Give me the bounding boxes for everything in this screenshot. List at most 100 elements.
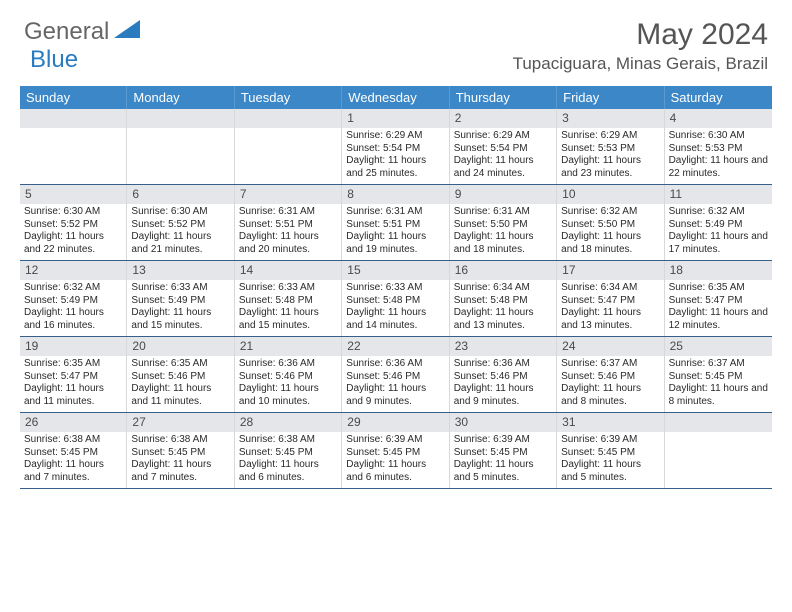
- daylight-line: Daylight: 11 hours and 9 minutes.: [454, 383, 552, 408]
- calendar-day-empty: [235, 109, 342, 184]
- day-body: Sunrise: 6:34 AMSunset: 5:48 PMDaylight:…: [450, 280, 556, 336]
- sunrise-line: Sunrise: 6:33 AM: [346, 282, 444, 295]
- calendar-week: 5Sunrise: 6:30 AMSunset: 5:52 PMDaylight…: [20, 185, 772, 261]
- day-body: Sunrise: 6:37 AMSunset: 5:46 PMDaylight:…: [557, 356, 663, 412]
- sunrise-line: Sunrise: 6:31 AM: [454, 206, 552, 219]
- sunrise-line: Sunrise: 6:36 AM: [346, 358, 444, 371]
- day-body: Sunrise: 6:29 AMSunset: 5:54 PMDaylight:…: [450, 128, 556, 184]
- day-number: [127, 109, 233, 128]
- daylight-line: Daylight: 11 hours and 11 minutes.: [24, 383, 122, 408]
- day-number: 4: [665, 109, 772, 128]
- calendar-day: 20Sunrise: 6:35 AMSunset: 5:46 PMDayligh…: [127, 337, 234, 412]
- calendar-day: 13Sunrise: 6:33 AMSunset: 5:49 PMDayligh…: [127, 261, 234, 336]
- sunrise-line: Sunrise: 6:34 AM: [454, 282, 552, 295]
- day-header: Monday: [127, 86, 234, 109]
- daylight-line: Daylight: 11 hours and 21 minutes.: [131, 231, 229, 256]
- sunset-line: Sunset: 5:52 PM: [24, 219, 122, 232]
- sunrise-line: Sunrise: 6:37 AM: [561, 358, 659, 371]
- day-body: Sunrise: 6:30 AMSunset: 5:52 PMDaylight:…: [20, 204, 126, 260]
- sunrise-line: Sunrise: 6:35 AM: [131, 358, 229, 371]
- sunrise-line: Sunrise: 6:37 AM: [669, 358, 768, 371]
- day-number: 5: [20, 185, 126, 204]
- daylight-line: Daylight: 11 hours and 11 minutes.: [131, 383, 229, 408]
- calendar-day: 19Sunrise: 6:35 AMSunset: 5:47 PMDayligh…: [20, 337, 127, 412]
- day-number: 14: [235, 261, 341, 280]
- month-title: May 2024: [513, 18, 768, 52]
- sunrise-line: Sunrise: 6:30 AM: [24, 206, 122, 219]
- calendar-body: 1Sunrise: 6:29 AMSunset: 5:54 PMDaylight…: [20, 109, 772, 489]
- day-number: 27: [127, 413, 233, 432]
- day-number: 13: [127, 261, 233, 280]
- daylight-line: Daylight: 11 hours and 8 minutes.: [669, 383, 768, 408]
- sunset-line: Sunset: 5:49 PM: [131, 295, 229, 308]
- sunset-line: Sunset: 5:51 PM: [239, 219, 337, 232]
- calendar: SundayMondayTuesdayWednesdayThursdayFrid…: [20, 86, 772, 489]
- daylight-line: Daylight: 11 hours and 16 minutes.: [24, 307, 122, 332]
- day-header: Friday: [557, 86, 664, 109]
- sunrise-line: Sunrise: 6:39 AM: [346, 434, 444, 447]
- sunrise-line: Sunrise: 6:31 AM: [346, 206, 444, 219]
- day-body: Sunrise: 6:32 AMSunset: 5:50 PMDaylight:…: [557, 204, 663, 260]
- day-body: Sunrise: 6:39 AMSunset: 5:45 PMDaylight:…: [557, 432, 663, 488]
- daylight-line: Daylight: 11 hours and 7 minutes.: [24, 459, 122, 484]
- logo-text-blue: Blue: [30, 46, 78, 73]
- daylight-line: Daylight: 11 hours and 6 minutes.: [346, 459, 444, 484]
- daylight-line: Daylight: 11 hours and 5 minutes.: [454, 459, 552, 484]
- day-number: 25: [665, 337, 772, 356]
- day-number: 17: [557, 261, 663, 280]
- calendar-day: 16Sunrise: 6:34 AMSunset: 5:48 PMDayligh…: [450, 261, 557, 336]
- day-body: Sunrise: 6:39 AMSunset: 5:45 PMDaylight:…: [450, 432, 556, 488]
- sunset-line: Sunset: 5:48 PM: [346, 295, 444, 308]
- day-body: Sunrise: 6:33 AMSunset: 5:48 PMDaylight:…: [235, 280, 341, 336]
- calendar-day: 18Sunrise: 6:35 AMSunset: 5:47 PMDayligh…: [665, 261, 772, 336]
- daylight-line: Daylight: 11 hours and 6 minutes.: [239, 459, 337, 484]
- day-number: 19: [20, 337, 126, 356]
- sunset-line: Sunset: 5:49 PM: [669, 219, 768, 232]
- title-block: May 2024 Tupaciguara, Minas Gerais, Braz…: [513, 18, 768, 74]
- sunset-line: Sunset: 5:45 PM: [346, 447, 444, 460]
- daylight-line: Daylight: 11 hours and 22 minutes.: [669, 155, 768, 180]
- sunrise-line: Sunrise: 6:29 AM: [454, 130, 552, 143]
- calendar-day-empty: [20, 109, 127, 184]
- day-body: Sunrise: 6:39 AMSunset: 5:45 PMDaylight:…: [342, 432, 448, 488]
- calendar-day: 12Sunrise: 6:32 AMSunset: 5:49 PMDayligh…: [20, 261, 127, 336]
- sunrise-line: Sunrise: 6:38 AM: [131, 434, 229, 447]
- daylight-line: Daylight: 11 hours and 13 minutes.: [454, 307, 552, 332]
- sunrise-line: Sunrise: 6:35 AM: [669, 282, 768, 295]
- calendar-day: 8Sunrise: 6:31 AMSunset: 5:51 PMDaylight…: [342, 185, 449, 260]
- day-body: Sunrise: 6:30 AMSunset: 5:53 PMDaylight:…: [665, 128, 772, 184]
- day-body: Sunrise: 6:33 AMSunset: 5:48 PMDaylight:…: [342, 280, 448, 336]
- sunset-line: Sunset: 5:47 PM: [24, 371, 122, 384]
- calendar-day: 30Sunrise: 6:39 AMSunset: 5:45 PMDayligh…: [450, 413, 557, 488]
- sunset-line: Sunset: 5:45 PM: [239, 447, 337, 460]
- daylight-line: Daylight: 11 hours and 15 minutes.: [239, 307, 337, 332]
- day-number: [235, 109, 341, 128]
- day-header: Saturday: [665, 86, 772, 109]
- sunset-line: Sunset: 5:46 PM: [346, 371, 444, 384]
- sunset-line: Sunset: 5:45 PM: [561, 447, 659, 460]
- calendar-day: 14Sunrise: 6:33 AMSunset: 5:48 PMDayligh…: [235, 261, 342, 336]
- daylight-line: Daylight: 11 hours and 5 minutes.: [561, 459, 659, 484]
- day-body: Sunrise: 6:34 AMSunset: 5:47 PMDaylight:…: [557, 280, 663, 336]
- daylight-line: Daylight: 11 hours and 17 minutes.: [669, 231, 768, 256]
- calendar-week: 26Sunrise: 6:38 AMSunset: 5:45 PMDayligh…: [20, 413, 772, 489]
- day-body: Sunrise: 6:37 AMSunset: 5:45 PMDaylight:…: [665, 356, 772, 412]
- daylight-line: Daylight: 11 hours and 23 minutes.: [561, 155, 659, 180]
- sunrise-line: Sunrise: 6:29 AM: [561, 130, 659, 143]
- day-number: 9: [450, 185, 556, 204]
- calendar-day: 3Sunrise: 6:29 AMSunset: 5:53 PMDaylight…: [557, 109, 664, 184]
- calendar-week: 12Sunrise: 6:32 AMSunset: 5:49 PMDayligh…: [20, 261, 772, 337]
- daylight-line: Daylight: 11 hours and 7 minutes.: [131, 459, 229, 484]
- daylight-line: Daylight: 11 hours and 13 minutes.: [561, 307, 659, 332]
- calendar-day: 21Sunrise: 6:36 AMSunset: 5:46 PMDayligh…: [235, 337, 342, 412]
- calendar-day: 26Sunrise: 6:38 AMSunset: 5:45 PMDayligh…: [20, 413, 127, 488]
- calendar-day: 31Sunrise: 6:39 AMSunset: 5:45 PMDayligh…: [557, 413, 664, 488]
- calendar-day: 29Sunrise: 6:39 AMSunset: 5:45 PMDayligh…: [342, 413, 449, 488]
- daylight-line: Daylight: 11 hours and 14 minutes.: [346, 307, 444, 332]
- sunrise-line: Sunrise: 6:33 AM: [239, 282, 337, 295]
- day-number: 23: [450, 337, 556, 356]
- sunset-line: Sunset: 5:48 PM: [239, 295, 337, 308]
- logo-triangle-icon: [114, 20, 140, 45]
- daylight-line: Daylight: 11 hours and 12 minutes.: [669, 307, 768, 332]
- calendar-day: 17Sunrise: 6:34 AMSunset: 5:47 PMDayligh…: [557, 261, 664, 336]
